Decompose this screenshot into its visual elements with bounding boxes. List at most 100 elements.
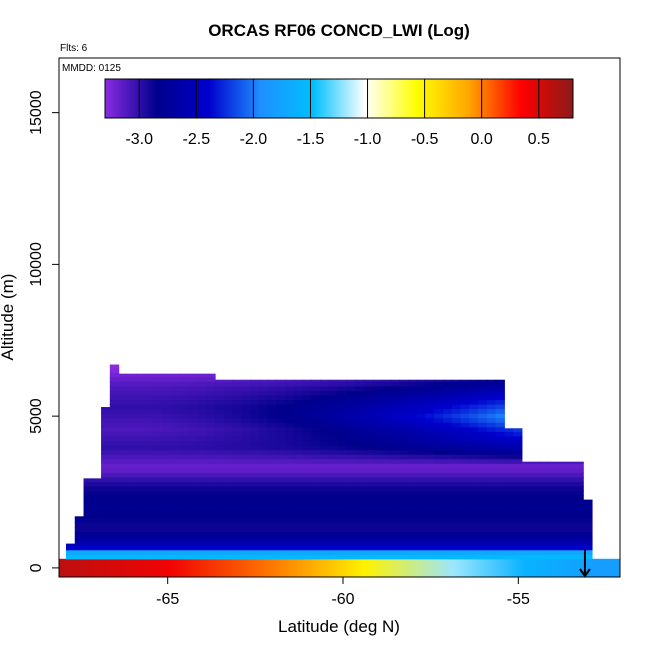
- heatmap-cell: [136, 485, 146, 492]
- heatmap-cell: [355, 381, 365, 387]
- heatmap-cell: [232, 385, 242, 391]
- heatmap-cell: [197, 454, 207, 460]
- heatmap-cell: [390, 508, 400, 514]
- heatmap-cell: [293, 394, 304, 401]
- heatmap-cell: [539, 549, 549, 555]
- heatmap-cell: [434, 413, 444, 419]
- heatmap-cell: [223, 385, 234, 391]
- heatmap-cell: [460, 399, 470, 405]
- heatmap-cell: [258, 531, 269, 537]
- heatmap-cell: [293, 513, 304, 519]
- heatmap-cell: [530, 554, 540, 560]
- heatmap-cell: [232, 454, 242, 460]
- heatmap-cell: [153, 373, 164, 378]
- heatmap-cell: [136, 554, 146, 560]
- heatmap-cell: [276, 390, 286, 396]
- heatmap-cell: [179, 526, 190, 533]
- heatmap-cell: [320, 408, 330, 414]
- heatmap-cell: [364, 458, 374, 464]
- arrow-marker: [579, 549, 591, 578]
- heatmap-cell: [478, 394, 488, 401]
- heatmap-cell: [425, 422, 435, 428]
- heatmap-cell: [311, 399, 321, 405]
- heatmap-cell: [539, 467, 549, 473]
- heatmap-cell: [109, 390, 120, 396]
- heatmap-cell: [127, 454, 137, 460]
- heatmap-cell: [583, 504, 593, 510]
- heatmap-cell: [425, 476, 435, 482]
- heatmap-cell: [250, 394, 260, 401]
- heatmap-cell: [372, 517, 383, 523]
- heatmap-cell: [504, 508, 514, 514]
- heatmap-cell: [223, 549, 234, 555]
- heatmap-cell: [346, 394, 356, 401]
- heatmap-cell: [188, 540, 199, 546]
- heatmap-cell: [513, 435, 523, 442]
- heatmap-cell: [171, 472, 181, 478]
- heatmap-cell: [416, 481, 427, 487]
- heatmap-cell: [486, 517, 497, 523]
- heatmap-cell: [337, 440, 348, 446]
- heatmap-cell: [136, 508, 146, 514]
- heatmap-cell: [425, 431, 435, 437]
- heatmap-cell: [548, 526, 558, 533]
- heatmap-cell: [407, 394, 418, 401]
- heatmap-cell: [372, 431, 383, 437]
- heatmap-cell: [486, 485, 497, 492]
- heatmap-cell: [83, 540, 93, 546]
- heatmap-cell: [381, 549, 391, 555]
- heatmap-cell: [223, 554, 234, 560]
- heatmap-cell: [425, 499, 435, 505]
- heatmap-cell: [293, 449, 304, 455]
- heatmap-cell: [337, 426, 348, 432]
- heatmap-cell: [109, 476, 120, 482]
- heatmap-cell: [328, 499, 339, 505]
- heatmap-cell: [469, 531, 479, 537]
- heatmap-cell: [381, 495, 391, 501]
- heatmap-cell: [495, 454, 505, 460]
- heatmap-cell: [241, 531, 251, 537]
- heatmap-cell: [153, 499, 164, 505]
- heatmap-cell: [311, 467, 321, 473]
- heatmap-cell: [574, 461, 584, 464]
- heatmap-cell: [372, 444, 383, 451]
- heatmap-cell: [153, 399, 164, 405]
- heatmap-cell: [469, 413, 479, 419]
- heatmap-cell: [153, 467, 164, 473]
- heatmap-cell: [171, 458, 181, 464]
- heatmap-cell: [521, 526, 532, 533]
- heatmap-cell: [451, 379, 462, 382]
- heatmap-cell: [556, 504, 567, 510]
- heatmap-cell: [320, 440, 330, 446]
- heatmap-cell: [355, 390, 365, 396]
- heatmap-cell: [171, 526, 181, 533]
- heatmap-cell: [381, 531, 391, 537]
- heatmap-cell: [583, 517, 593, 523]
- heatmap-cell: [223, 545, 234, 551]
- heatmap-cell: [565, 467, 576, 473]
- heatmap-cell: [127, 545, 137, 551]
- heatmap-cell: [276, 394, 286, 401]
- heatmap-cell: [171, 517, 181, 523]
- heatmap-cell: [92, 549, 102, 555]
- heatmap-cell: [337, 385, 348, 391]
- heatmap-cell: [530, 463, 540, 469]
- heatmap-cell: [285, 522, 295, 528]
- heatmap-cell: [381, 444, 391, 451]
- heatmap-cell: [451, 517, 462, 523]
- heatmap-cell: [127, 485, 137, 492]
- heatmap-cell: [179, 522, 190, 528]
- heatmap-cell: [206, 508, 216, 514]
- heatmap-cell: [556, 545, 567, 551]
- heatmap-cell: [127, 381, 137, 387]
- heatmap-cell: [258, 536, 269, 542]
- heatmap-cell: [302, 454, 313, 460]
- heatmap-cell: [328, 440, 339, 446]
- heatmap-cell: [399, 531, 409, 537]
- heatmap-cell: [416, 476, 427, 482]
- heatmap-cell: [355, 536, 365, 542]
- heatmap-cell: [399, 476, 409, 482]
- heatmap-cell: [372, 476, 383, 482]
- heatmap-cell: [179, 404, 190, 410]
- heatmap-cell: [372, 422, 383, 428]
